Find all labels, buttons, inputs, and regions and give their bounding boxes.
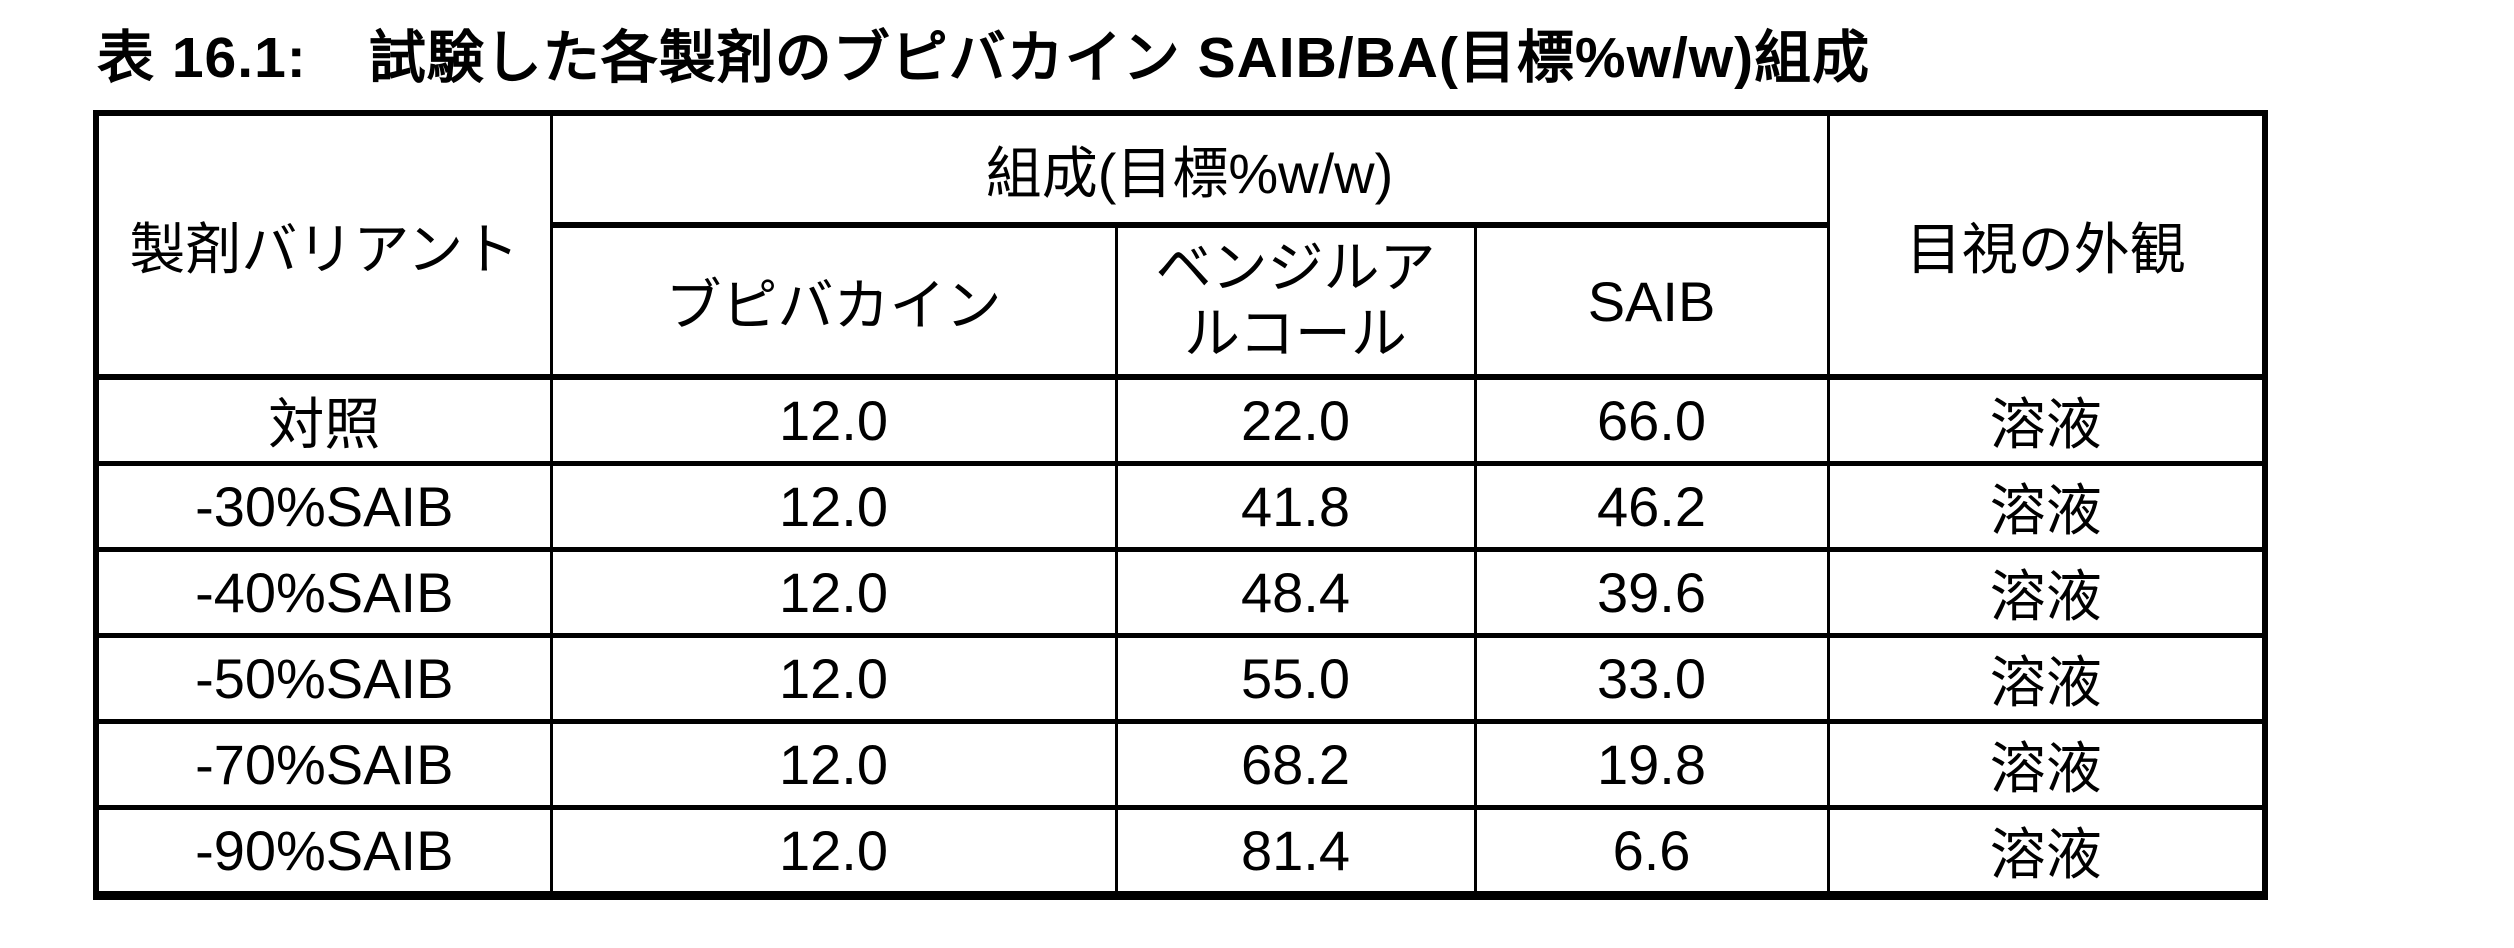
appearance-cell: 溶液	[1826, 461, 2267, 552]
header-row-group: 製剤バリアント 組成(目標%w/w) 目視の外観	[94, 110, 2267, 380]
header-benzyl-alcohol: ベンジルア ルコール	[1114, 222, 1477, 380]
saib-cell: 39.6	[1473, 547, 1830, 638]
bupivacaine-cell: 12.0	[549, 719, 1118, 810]
bupivacaine-cell: 12.0	[549, 633, 1118, 724]
saib-cell: 6.6	[1473, 805, 1830, 900]
saib-cell: 19.8	[1473, 719, 1830, 810]
appearance-cell: 溶液	[1826, 719, 2267, 810]
benzyl-alcohol-cell: 41.8	[1114, 461, 1477, 552]
variant-cell: -90%SAIB	[94, 805, 553, 900]
table-row: 対照 12.0 22.0 66.0 溶液	[94, 374, 2267, 466]
appearance-cell: 溶液	[1826, 805, 2267, 900]
bupivacaine-cell: 12.0	[549, 805, 1118, 900]
benzyl-alcohol-cell: 68.2	[1114, 719, 1477, 810]
appearance-cell: 溶液	[1826, 374, 2267, 466]
composition-table: 製剤バリアント 組成(目標%w/w) 目視の外観 ブピバカイン ベンジルア ルコ…	[93, 110, 2268, 900]
table-row: -40%SAIB 12.0 48.4 39.6 溶液	[94, 547, 2267, 638]
header-saib: SAIB	[1473, 222, 1830, 380]
saib-cell: 66.0	[1473, 374, 1830, 466]
appearance-cell: 溶液	[1826, 547, 2267, 638]
benzyl-alcohol-cell: 81.4	[1114, 805, 1477, 900]
appearance-cell: 溶液	[1826, 633, 2267, 724]
bupivacaine-cell: 12.0	[549, 547, 1118, 638]
table-row: -90%SAIB 12.0 81.4 6.6 溶液	[94, 805, 2267, 900]
bupivacaine-cell: 12.0	[549, 461, 1118, 552]
saib-cell: 33.0	[1473, 633, 1830, 724]
benzyl-alcohol-cell: 48.4	[1114, 547, 1477, 638]
variant-cell: -40%SAIB	[94, 547, 553, 638]
header-row-subcolumns: ブピバカイン ベンジルア ルコール SAIB	[96, 222, 2265, 380]
bupivacaine-cell: 12.0	[549, 374, 1118, 466]
saib-cell: 46.2	[1473, 461, 1830, 552]
table-row: -70%SAIB 12.0 68.2 19.8 溶液	[94, 719, 2267, 810]
variant-cell: -70%SAIB	[94, 719, 553, 810]
header-formulation-variant: 製剤バリアント	[94, 110, 553, 380]
page-title: 表 16.1: 試験した各製剤のブピバカイン SAIB/BA(目標%w/w)組成	[97, 12, 1870, 94]
table-body: 対照 12.0 22.0 66.0 溶液 -30%SAIB 12.0 41.8 …	[94, 374, 2267, 900]
table-header: 製剤バリアント 組成(目標%w/w) 目視の外観 ブピバカイン ベンジルア ルコ…	[94, 110, 2267, 380]
header-composition-group: 組成(目標%w/w)	[549, 110, 1830, 228]
table-row: -30%SAIB 12.0 41.8 46.2 溶液	[94, 461, 2267, 552]
variant-cell: -30%SAIB	[94, 461, 553, 552]
table-caption-number: 表 16.1:	[97, 26, 307, 90]
variant-cell: 対照	[94, 374, 553, 466]
table-row: -50%SAIB 12.0 55.0 33.0 溶液	[94, 633, 2267, 724]
table-caption-text: 試験した各製剤のブピバカイン SAIB/BA(目標%w/w)組成	[368, 26, 1871, 90]
variant-cell: -50%SAIB	[94, 633, 553, 724]
header-bupivacaine: ブピバカイン	[549, 222, 1118, 380]
benzyl-alcohol-cell: 22.0	[1114, 374, 1477, 466]
benzyl-alcohol-cell: 55.0	[1114, 633, 1477, 724]
header-visual-appearance: 目視の外観	[1826, 110, 2267, 380]
